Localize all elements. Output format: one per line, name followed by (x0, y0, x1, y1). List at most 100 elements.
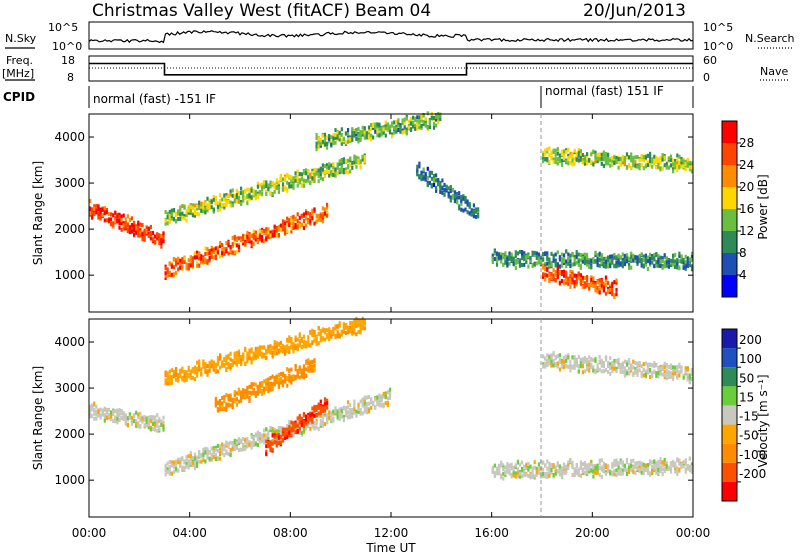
heatmap-cell (318, 145, 320, 149)
heatmap-cell (272, 386, 274, 390)
heatmap-cell (523, 257, 525, 261)
heatmap-cell (397, 118, 399, 122)
heatmap-cell (278, 186, 280, 190)
heatmap-cell (425, 178, 427, 182)
heatmap-cell (339, 408, 341, 412)
heatmap-cell (307, 369, 309, 373)
heatmap-cell (542, 364, 544, 368)
heatmap-cell (288, 339, 290, 343)
heatmap-cell (393, 120, 395, 124)
heatmap-cell (95, 210, 97, 214)
heatmap-cell (584, 360, 586, 364)
heatmap-cell (313, 414, 315, 418)
heatmap-cell (110, 410, 112, 414)
heatmap-cell (123, 223, 125, 227)
heatmap-cell (427, 167, 429, 171)
heatmap-cell (253, 436, 255, 440)
heatmap-cell (230, 249, 232, 253)
heatmap-cell (150, 225, 152, 229)
heatmap-cell (613, 161, 615, 165)
heatmap-cell (334, 327, 336, 331)
heatmap-cell (659, 160, 661, 164)
heatmap-cell (347, 132, 349, 136)
heatmap-cell (173, 217, 175, 221)
heatmap-cell (242, 443, 244, 447)
heatmap-cell (263, 181, 265, 185)
heatmap-cell (206, 364, 208, 368)
heatmap-cell (626, 165, 628, 169)
heatmap-cell (674, 366, 676, 370)
heatmap-cell (676, 164, 678, 168)
heatmap-cell (118, 215, 120, 219)
heatmap-cell (559, 358, 561, 362)
heatmap-cell (267, 231, 269, 235)
heatmap-cell (628, 361, 630, 365)
heatmap-cell (104, 218, 106, 222)
heatmap-cell (295, 364, 297, 368)
heatmap-cell (290, 227, 292, 231)
heatmap-cell (548, 147, 550, 151)
heatmap-cell (393, 131, 395, 135)
heatmap-cell (167, 274, 169, 278)
heatmap-cell (553, 359, 555, 363)
heatmap-cell (439, 113, 441, 117)
heatmap-cell (330, 334, 332, 338)
heatmap-cell (188, 263, 190, 267)
heatmap-cell (234, 360, 236, 364)
heatmap-cell (561, 360, 563, 364)
heatmap-cell (636, 260, 638, 264)
heatmap-cell (586, 471, 588, 475)
heatmap-cell (433, 174, 435, 178)
heatmap-cell (594, 359, 596, 363)
heatmap-cell (169, 377, 171, 381)
heatmap-cell (584, 261, 586, 265)
freq-tick-high: 18 (61, 54, 75, 67)
heatmap-cell (636, 165, 638, 169)
heatmap-cell (204, 450, 206, 454)
heatmap-cell (634, 164, 636, 168)
heatmap-cell (318, 326, 320, 330)
heatmap-cell (599, 278, 601, 282)
heatmap-cell (364, 406, 366, 410)
heatmap-cell (303, 169, 305, 173)
heatmap-cell (244, 189, 246, 193)
heatmap-cell (328, 334, 330, 338)
heatmap-cell (662, 266, 664, 270)
heatmap-cell (643, 368, 645, 372)
heatmap-cell (657, 264, 659, 268)
heatmap-cell (542, 153, 544, 157)
heatmap-cell (618, 358, 620, 362)
heatmap-cell (183, 260, 185, 264)
heatmap-cell (674, 253, 676, 257)
heatmap-cell (649, 473, 651, 477)
heatmap-cell (441, 186, 443, 190)
heatmap-cell (368, 126, 370, 130)
heatmap-cell (339, 159, 341, 163)
heatmap-cell (251, 385, 253, 389)
heatmap-cell (517, 467, 519, 471)
heatmap-cell (200, 260, 202, 264)
heatmap-cell (662, 373, 664, 377)
heatmap-cell (169, 271, 171, 275)
heatmap-cell (301, 215, 303, 219)
heatmap-cell (129, 226, 131, 230)
heatmap-cell (190, 205, 192, 209)
heatmap-cell (418, 125, 420, 129)
heatmap-cell (148, 234, 150, 238)
heatmap-cell (582, 370, 584, 374)
heatmap-cell (504, 256, 506, 260)
heatmap-cell (567, 161, 569, 165)
heatmap-cell (347, 400, 349, 404)
heatmap-cell (278, 426, 280, 430)
heatmap-cell (295, 346, 297, 350)
heatmap-cell (628, 466, 630, 470)
heatmap-cell (529, 256, 531, 260)
heatmap-cell (221, 243, 223, 247)
heatmap-cell (672, 259, 674, 263)
heatmap-cell (553, 277, 555, 281)
heatmap-cell (219, 457, 221, 461)
heatmap-cell (437, 116, 439, 120)
heatmap-cell (324, 397, 326, 401)
heatmap-cell (599, 466, 601, 470)
heatmap-cell (100, 209, 102, 213)
